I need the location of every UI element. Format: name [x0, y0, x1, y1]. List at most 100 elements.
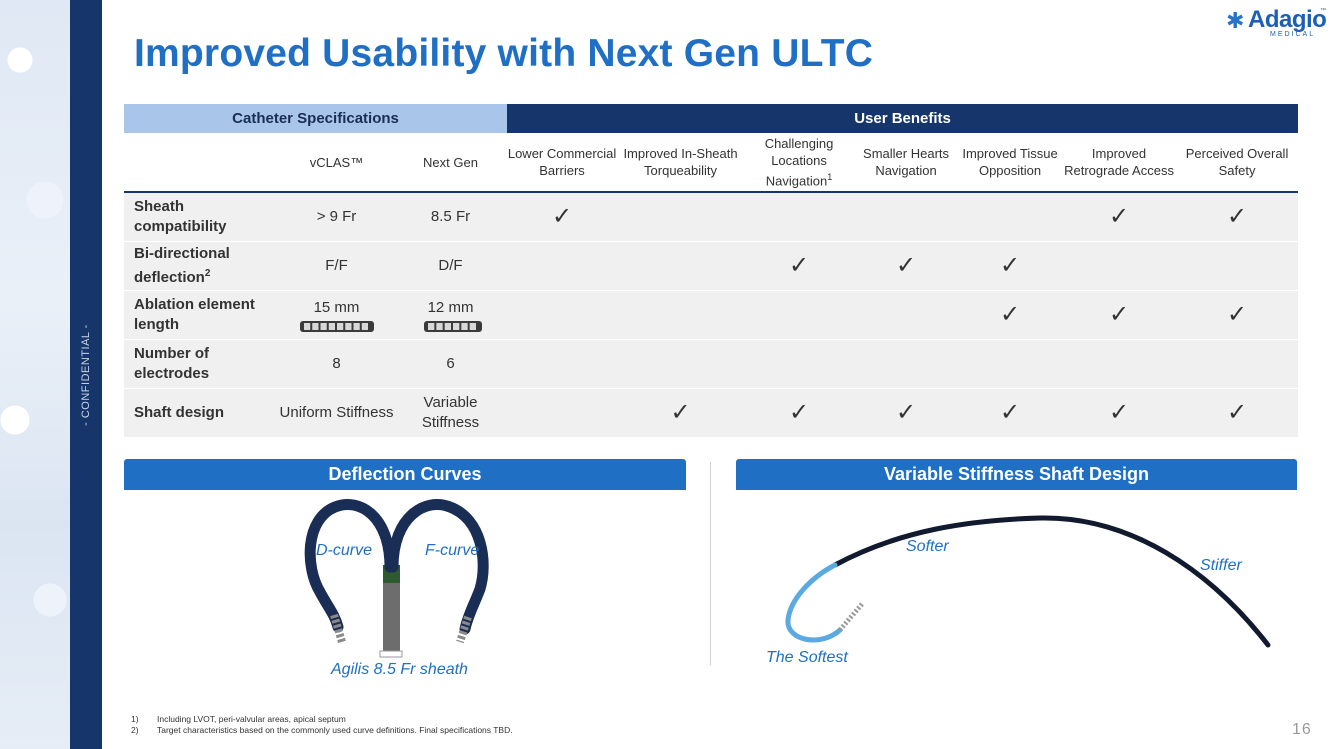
catheter-specs-header: Catheter Specifications — [124, 104, 508, 133]
soft-shaft-segment — [785, 562, 843, 643]
benefit-cell: ✓ — [958, 389, 1063, 437]
deflection-curves-image — [304, 499, 489, 658]
benefit-cell: ✓ — [1176, 291, 1299, 339]
benefit-cell — [1176, 340, 1299, 388]
benefit-cell: ✓ — [958, 291, 1063, 339]
stiffness-shaft-image — [785, 515, 1271, 648]
benefit-cell — [744, 291, 855, 339]
spec-value-vclas: > 9 Fr — [279, 192, 394, 241]
benefit-cell: ✓ — [1062, 192, 1177, 241]
section-divider — [710, 462, 711, 665]
spec-table: Catheter Specifications User Benefits vC… — [124, 104, 1299, 437]
electrode-ring — [452, 322, 459, 330]
spec-value-text: 15 mm — [313, 298, 360, 316]
footnote: 1) Including LVOT, peri-valvular areas, a… — [131, 714, 513, 725]
table-row: Shaft design Uniform Stiffness Variable St… — [124, 389, 1299, 437]
benefit-cell — [617, 291, 745, 339]
spec-value-nextgen: 6 — [394, 340, 508, 388]
spec-value-text: 8 — [332, 355, 341, 372]
footnote-ref: 2 — [204, 268, 211, 279]
page-number: 16 — [1292, 721, 1312, 738]
spec-value-text: 6 — [446, 355, 455, 372]
sheath-end — [379, 650, 403, 658]
softest-label: The Softest — [766, 649, 848, 666]
col-header-benefit: Lower Commercial Barriers — [507, 133, 618, 193]
logo-word: Adagio — [1248, 6, 1327, 33]
logo-tm: ™ — [1320, 8, 1326, 14]
check-icon: ✓ — [670, 399, 691, 426]
benefit-label: Improved Tissue Opposition — [962, 146, 1058, 178]
spec-value-text: Variable Stiffness — [421, 394, 480, 431]
benefit-cell: ✓ — [617, 389, 745, 437]
logo-sub: MEDICAL — [1270, 31, 1316, 38]
benefit-cell: ✓ — [1176, 389, 1299, 437]
check-icon: ✓ — [788, 252, 810, 279]
row-label-text: Number of electrodes — [134, 345, 210, 382]
check-icon: ✓ — [999, 252, 1021, 279]
footnote-text: Including LVOT, peri-valvular areas, api… — [157, 714, 346, 724]
spec-value-nextgen: D/F — [394, 242, 508, 290]
softer-label: Softer — [906, 538, 949, 555]
footnote-ref: 1 — [827, 171, 833, 182]
benefit-cell — [507, 389, 618, 437]
spec-value-text: Uniform Stiffness — [279, 404, 394, 421]
spec-value-nextgen: Variable Stiffness — [394, 389, 508, 437]
row-label-text: Sheath compatibility — [134, 198, 227, 235]
benefit-cell — [744, 192, 855, 241]
col-header-benefit: Perceived Overall Safety — [1176, 133, 1299, 193]
benefit-label: Improved Retrograde Access — [1064, 146, 1174, 178]
table-row: Bi-directional deflection2 F/F D/F ✓ ✓ ✓ — [124, 242, 1299, 290]
electrode-ring — [320, 322, 327, 330]
deflection-curves-header: Deflection Curves — [124, 459, 686, 490]
electrode-ring — [435, 322, 443, 330]
row-separator-cell — [124, 339, 1299, 340]
footnote-num: 1) — [131, 714, 139, 724]
check-icon: ✓ — [1226, 203, 1248, 230]
col-header-benefit: Challenging Locations Navigation1 — [744, 133, 855, 193]
f-curve-catheter — [387, 499, 489, 635]
stiffness-header: Variable Stiffness Shaft Design — [736, 459, 1297, 490]
col-header-nextgen: Next Gen — [394, 133, 508, 193]
footnote-text: Target characteristics based on the comm… — [157, 725, 513, 735]
benefit-cell: ✓ — [1062, 389, 1177, 437]
electrode-ring — [353, 322, 360, 330]
check-icon: ✓ — [999, 399, 1021, 426]
d-curve-tip — [330, 613, 346, 644]
row-separator-cell — [124, 290, 1299, 291]
f-curve-label: F-curve — [425, 542, 480, 559]
electrode-ring — [344, 322, 351, 330]
row-label: Ablation element length — [124, 291, 279, 339]
check-icon: ✓ — [1108, 399, 1130, 426]
row-label: Bi-directional deflection2 — [124, 242, 279, 290]
row-label-text: Bi-directional deflection — [134, 245, 230, 286]
benefit-label: Improved In-Sheath Torqueability — [623, 146, 738, 178]
check-icon: ✓ — [1108, 203, 1130, 230]
d-curve-label: D-curve — [316, 542, 373, 559]
spec-value-text: F/F — [325, 257, 348, 274]
benefit-label: Lower Commercial Barriers — [507, 146, 617, 178]
check-icon: ✓ — [788, 399, 810, 426]
check-icon: ✓ — [1108, 301, 1130, 328]
benefit-cell — [744, 340, 855, 388]
shaft-tip — [838, 602, 864, 632]
benefit-cell — [958, 192, 1063, 241]
col-header-vclas: vCLAS™ — [279, 133, 394, 193]
column-header-row: vCLAS™ Next Gen Lower Commercial Barrier… — [124, 133, 1299, 193]
electrode-icon — [299, 320, 374, 332]
benefit-cell — [854, 340, 959, 388]
spec-value-vclas: 8 — [279, 340, 394, 388]
electrode-ring — [361, 322, 368, 330]
row-label-text: Shaft design — [134, 404, 225, 421]
col-header-benefit: Smaller Hearts Navigation — [854, 133, 959, 193]
sheath-label: Agilis 8.5 Fr sheath — [331, 661, 468, 678]
electrode-icon — [423, 320, 482, 332]
spec-value-vclas: Uniform Stiffness — [279, 389, 394, 437]
confidential-label: - CONFIDENTIAL - — [80, 324, 92, 426]
benefit-cell: ✓ — [744, 389, 855, 437]
row-label: Sheath compatibility — [124, 192, 279, 241]
benefit-cell — [1062, 242, 1177, 290]
f-curve-tip — [456, 615, 472, 644]
benefit-cell: ✓ — [854, 242, 959, 290]
spec-value-nextgen: 12 mm — [394, 291, 508, 339]
benefit-cell — [507, 291, 618, 339]
